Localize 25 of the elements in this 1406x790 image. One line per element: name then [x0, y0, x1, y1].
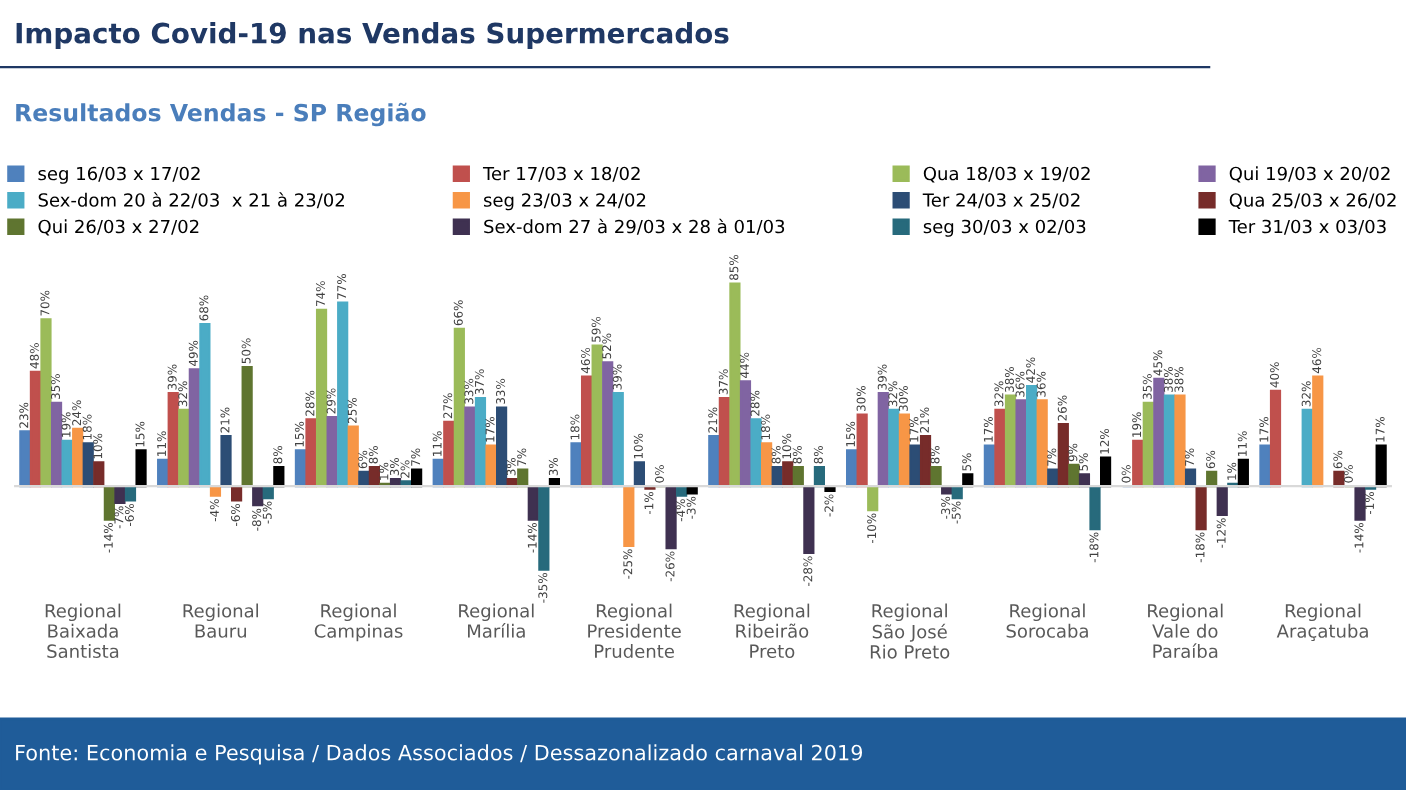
source-note: Fonte: Economia e Pesquisa / Dados Associados / Dessazonalizado carnaval 2019: [16, 744, 863, 765]
legend-label: Qua 25/03 x 26/02: [1229, 193, 1396, 209]
x-tick-label: Regional Ribeirão Preto: [734, 603, 810, 659]
legend-label: Qua 18/03 x 19/02: [923, 166, 1090, 183]
legend-label: seg 30/03 x 02/03: [923, 219, 1086, 237]
x-tick-label: Regional Araçatuba: [1276, 603, 1368, 642]
x-tick-label: Regional Marília: [459, 603, 534, 638]
legend-label: Ter 17/03 x 18/02: [482, 166, 640, 182]
legend-label: Sex-dom 27 à 29/03 x 28 à 01/03: [484, 218, 785, 235]
legend-label: Sex-dom 20 à 22/03 x 21 à 23/02: [38, 192, 344, 209]
x-tick-label: Regional Sorocaba: [1006, 603, 1088, 638]
x-tick-label: Regional São José Rio Preto: [870, 603, 950, 659]
legend-label: Qui 19/03 x 20/02: [1229, 166, 1390, 183]
x-tick-label: Regional Baixada Santista: [45, 603, 121, 659]
x-tick-label: Regional Bauru: [183, 603, 258, 638]
legend-label: Ter 31/03 x 03/03: [1228, 219, 1386, 235]
legend-label: seg 16/03 x 17/02: [38, 166, 200, 184]
chart-subtitle: Resultados Vendas - SP Região: [16, 102, 426, 127]
x-tick-label: Regional Presidente Prudente: [588, 603, 681, 659]
legend-label: seg 23/03 x 24/02: [483, 193, 646, 211]
legend-label: Qui 26/03 x 27/02: [38, 219, 199, 236]
legend-label: Ter 24/03 x 25/02: [922, 193, 1080, 209]
x-tick-label: Regional Campinas: [314, 603, 403, 642]
x-tick-label: Regional Vale do Paraíba: [1148, 603, 1223, 659]
chart-title: Impacto Covid-19 nas Vendas Supermercados: [16, 22, 729, 49]
